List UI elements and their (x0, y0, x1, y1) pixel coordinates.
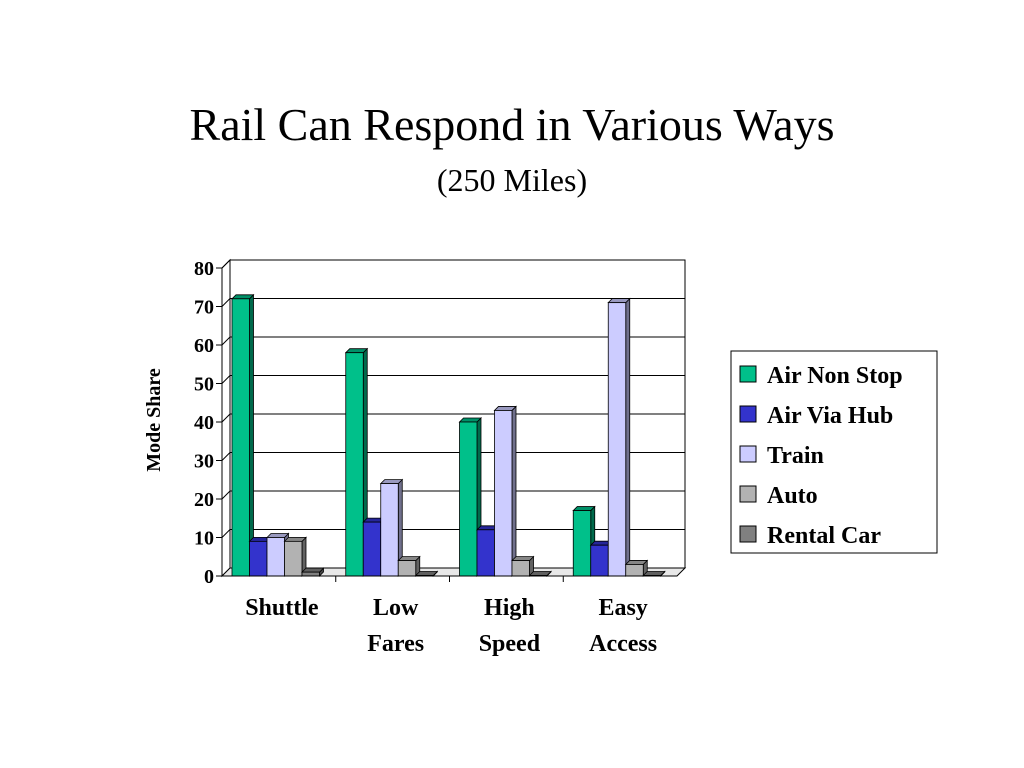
gridline-side (221, 336, 231, 346)
y-tick-label: 70 (194, 297, 214, 319)
bar-rental-car (528, 570, 552, 577)
bar-top (607, 298, 631, 304)
bar-front (301, 571, 320, 577)
axes-group: 0 10 20 30 40 50 60 70 80 Mode Share Shuttle Low Far… (143, 258, 677, 657)
bar-top (397, 556, 421, 561)
gridline-side (221, 490, 231, 500)
bar-top (379, 479, 404, 485)
legend-label: Train (767, 443, 824, 469)
bar-front (380, 483, 399, 577)
legend: Air Non Stop Air Via Hub Train Auto Rental C… (730, 350, 938, 554)
bar-side (511, 405, 517, 577)
x-category-label: Low (373, 595, 419, 621)
gridline-side (221, 529, 231, 538)
y-tick-label: 50 (194, 374, 214, 396)
legend-label: Auto (767, 483, 818, 509)
bar-auto (511, 555, 535, 577)
bar-front (590, 544, 609, 577)
bar-train (493, 405, 517, 577)
bar-rental-car (301, 567, 325, 577)
bar-side (249, 293, 254, 577)
bar-train (607, 297, 631, 577)
y-tick-label: 20 (194, 489, 214, 511)
bar-front (231, 298, 250, 577)
slide-subtitle: (250 Miles) (436, 162, 588, 198)
y-tick-label: 40 (194, 412, 214, 434)
bar-front (476, 529, 495, 577)
gridline-side (221, 452, 231, 461)
y-axis-title: Mode Share (143, 368, 165, 472)
y-tick-label: 30 (194, 451, 214, 473)
bar-auto (283, 536, 307, 577)
bar-top (344, 348, 369, 354)
bar-top (414, 571, 439, 576)
bar-train (379, 478, 404, 577)
bar-front (345, 352, 364, 577)
gridline-side (221, 413, 231, 423)
y-tick-label: 0 (204, 566, 214, 588)
bar-top (642, 571, 666, 576)
bar-front (249, 540, 268, 577)
x-category-label: High (484, 595, 535, 621)
bar-top (528, 571, 552, 576)
bar-front (607, 302, 627, 577)
bar-air-non-stop (231, 293, 255, 577)
bar-side (625, 297, 631, 577)
bar-front (397, 560, 417, 577)
y-tick-label: 10 (194, 528, 214, 550)
legend-box (730, 350, 938, 554)
bar-top (624, 560, 649, 565)
bar-top (572, 506, 596, 511)
bar-top (266, 533, 290, 538)
legend-swatch (739, 525, 757, 543)
legend-swatch (739, 365, 757, 383)
bar-auto (397, 555, 421, 577)
bar-front (494, 410, 513, 577)
x-category-label: Easy (598, 595, 647, 621)
gridline-side (221, 259, 231, 269)
bar-top (458, 417, 482, 423)
legend-swatch (739, 485, 757, 503)
x-category-label: Speed (479, 631, 541, 657)
bar-top (301, 567, 325, 573)
gridline-side (221, 298, 231, 307)
bar-front (266, 537, 285, 577)
bar-rental-car (414, 570, 439, 577)
legend-label: Air Via Hub (767, 403, 893, 429)
legend-swatch (739, 405, 757, 423)
bar-rental-car (642, 570, 666, 577)
bar-front (459, 421, 478, 577)
y-tick-label: 60 (194, 335, 214, 357)
bar-front (572, 510, 592, 577)
bar-front (625, 564, 644, 577)
bar-air-non-stop (344, 347, 369, 577)
x-category-label: Fares (367, 631, 424, 657)
slide-title: Rail Can Respond in Various Ways (189, 99, 835, 150)
bar-top (493, 406, 517, 411)
bar-front (284, 540, 303, 577)
bar-top (231, 294, 255, 300)
x-category-label: Shuttle (245, 595, 319, 621)
legend-swatch (739, 445, 757, 463)
gridline-side (221, 375, 231, 384)
bar-front (362, 521, 382, 577)
bar-top (283, 536, 307, 542)
bar-front (511, 560, 530, 577)
bar-top (511, 556, 535, 561)
x-category-label: Access (589, 631, 657, 657)
legend-label: Air Non Stop (767, 363, 903, 389)
y-tick-label: 80 (194, 258, 214, 280)
legend-label: Rental Car (767, 523, 881, 549)
bar-auto (624, 559, 649, 577)
